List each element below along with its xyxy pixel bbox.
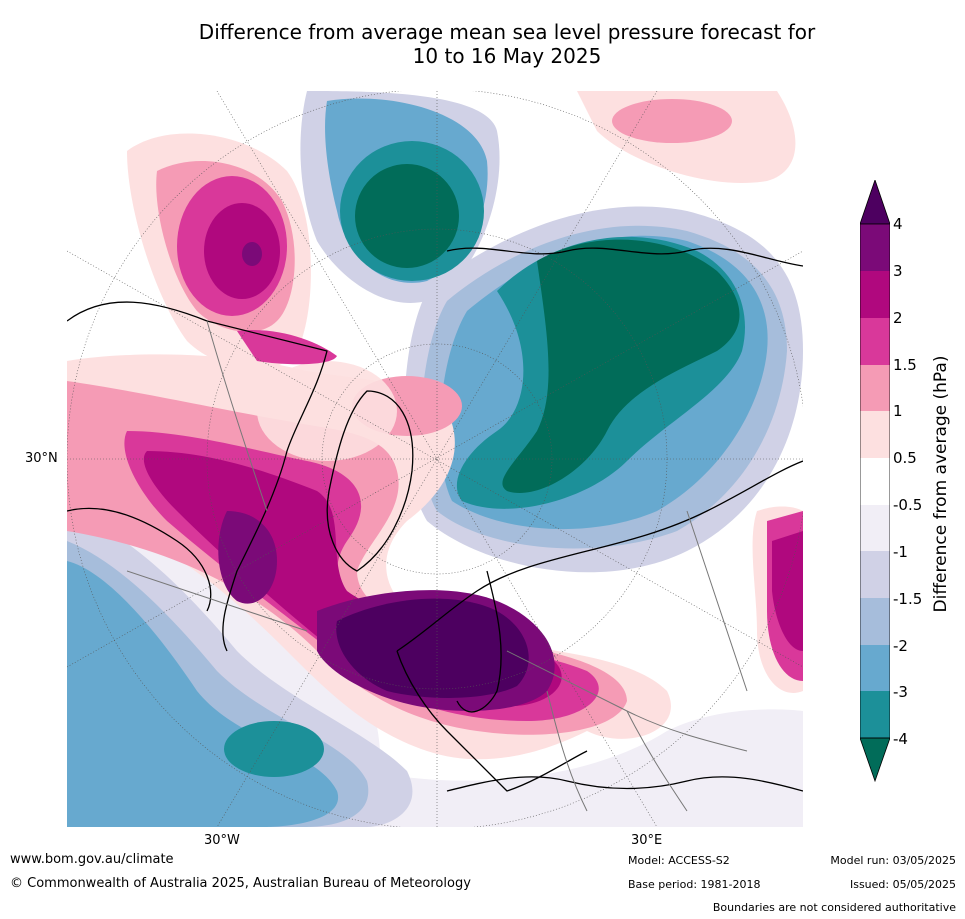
colorbar-tick-label: -4 [893, 730, 908, 748]
border-line [686, 510, 748, 692]
anomaly-teal-sw [224, 721, 324, 777]
website-link[interactable]: www.bom.gov.au/climate [10, 852, 174, 867]
colorbar [860, 180, 890, 782]
colorbar-tick-label: 1 [893, 402, 903, 420]
anomaly-dark-purple-atlantic [336, 598, 529, 698]
colorbar-bin [860, 365, 890, 411]
colorbar-bin [860, 458, 890, 505]
colorbar-tick-label: 1.5 [893, 356, 917, 374]
colorbar-bin [860, 598, 890, 645]
model-run-label: Model run: 03/05/2025 [830, 854, 956, 867]
colorbar-tick-label: -2 [893, 637, 908, 655]
colorbar-bin [860, 224, 890, 271]
colorbar-bin [860, 411, 890, 458]
longitude-label-30w: 30°W [204, 833, 240, 848]
longitude-label-30e: 30°E [631, 833, 663, 848]
border-line [626, 710, 688, 812]
anomaly-purple-na [218, 511, 277, 604]
colorbar-tick-label: 0.5 [893, 449, 917, 467]
map-canvas [67, 91, 803, 827]
colorbar-bin [860, 318, 890, 365]
latitude-label-30n: 30°N [25, 451, 58, 466]
issued-label: Issued: 05/05/2025 [849, 878, 956, 891]
meridian-line [216, 91, 658, 827]
north-america-coast [67, 507, 212, 612]
border-line [206, 320, 268, 512]
colorbar-bin [860, 691, 890, 738]
colorbar-extend-bottom [860, 737, 890, 782]
coastlines [67, 247, 803, 792]
colorbar-tick-label: -1 [893, 543, 908, 561]
base-period-label: Base period: 1981-2018 [628, 878, 761, 891]
anomaly-purple-nw [242, 242, 262, 266]
north-america-coast [67, 301, 328, 652]
greenland-coast [326, 390, 414, 572]
anomaly-dark-teal-north [355, 164, 459, 268]
colorbar-tick-label: -1.5 [893, 590, 923, 608]
colorbar-title: Difference from average (hPa) [931, 355, 951, 613]
title-line-1: Difference from average mean sea level p… [198, 20, 816, 44]
colorbar-tick-label: 4 [893, 215, 903, 233]
scandinavia-coast [456, 570, 502, 713]
mediterranean-coast [446, 776, 803, 792]
graticule [67, 91, 803, 827]
colorbar-bin [860, 505, 890, 551]
pressure-anomaly-map [67, 91, 803, 827]
anomaly-magenta-nw [204, 203, 280, 299]
colorbar-bin [860, 645, 890, 691]
title-line-2: 10 to 16 May 2025 [412, 44, 602, 68]
disclaimer-text: Boundaries are not considered authoritat… [712, 901, 956, 914]
anomaly-pink-light-pole [257, 361, 397, 461]
asia-north-coast [446, 247, 803, 267]
border-line [546, 690, 588, 812]
anomaly-pink-ne [612, 99, 732, 143]
anomaly-lavender-light-south [367, 709, 803, 827]
colorbar-bin [860, 271, 890, 318]
colorbar-bin [860, 551, 890, 598]
border-line [126, 570, 308, 632]
copyright-text: © Commonwealth of Australia 2025, Austra… [10, 876, 471, 891]
eurasia-coast [396, 460, 803, 652]
anomaly-magenta-east [772, 531, 803, 651]
colorbar-tick-label: -0.5 [893, 496, 923, 514]
colorbar-tick-label: 2 [893, 309, 903, 327]
europe-coast [396, 650, 588, 792]
meridian-line [216, 91, 658, 827]
colorbar-frame [860, 223, 890, 739]
anomaly-magenta-alaska [237, 330, 337, 365]
chart-title: Difference from average mean sea level p… [0, 20, 965, 68]
colorbar-tick-label: 3 [893, 262, 903, 280]
colorbar-tick-label: -3 [893, 683, 908, 701]
anomaly-dark-teal-asia [502, 239, 740, 493]
colorbar-extend-top [860, 180, 890, 225]
model-label: Model: ACCESS-S2 [628, 854, 730, 867]
country-borders [126, 320, 748, 812]
